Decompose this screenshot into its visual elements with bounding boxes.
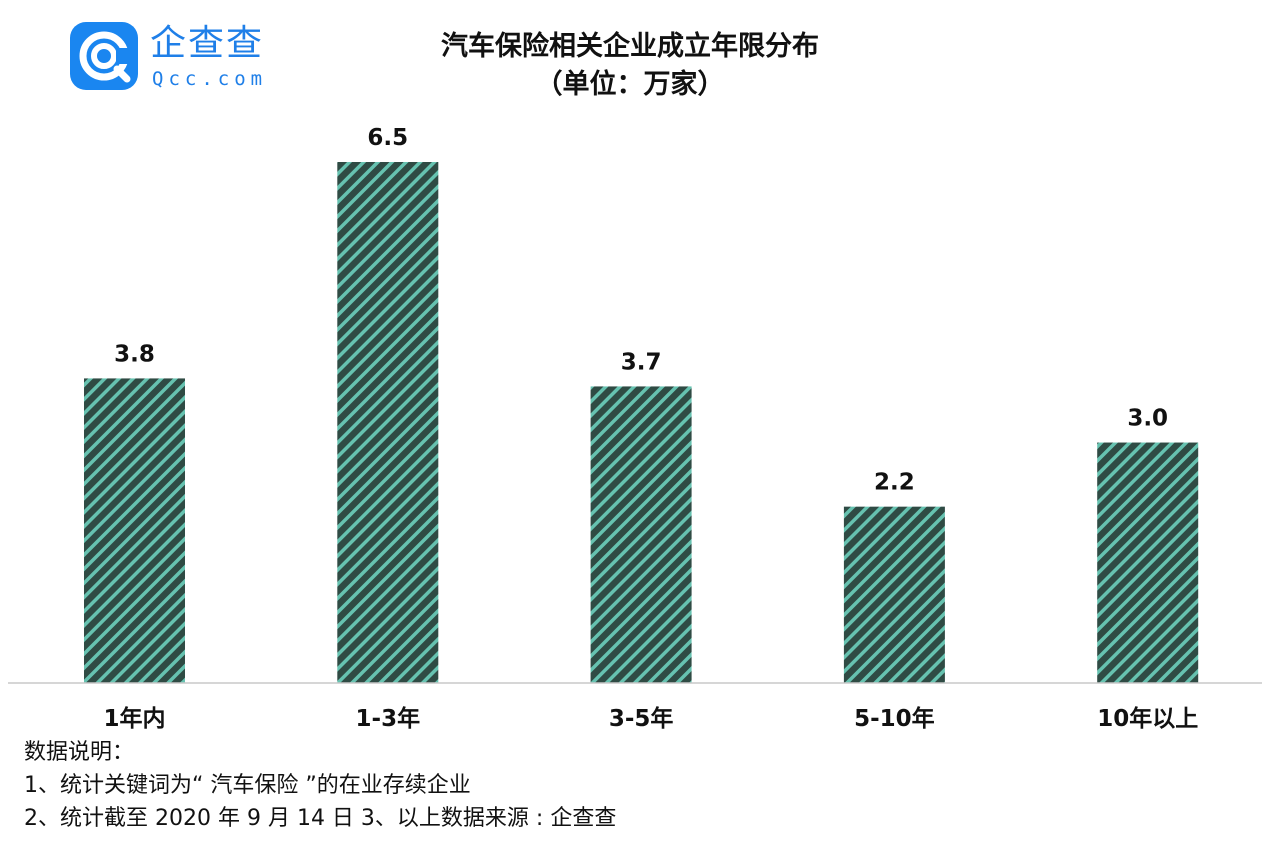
brand-domain: Qcc.com (152, 68, 268, 90)
value-label-3: 3.7 (621, 349, 662, 375)
category-label-1: 1年内 (103, 705, 165, 732)
brand-name: 企查查 (150, 23, 265, 64)
category-label-4: 5-10年 (854, 705, 935, 732)
value-label-1: 3.8 (114, 341, 155, 367)
chart-title: 汽车保险相关企业成立年限分布 (441, 31, 819, 62)
notes-line-1: 1、统计关键词为“ 汽车保险 ”的在业存续企业 (24, 773, 471, 798)
bar-4 (843, 506, 945, 683)
bar-2 (337, 162, 439, 683)
bar-5 (1097, 442, 1199, 683)
notes-line-2: 2、统计截至 2020 年 9 月 14 日 3、以上数据来源 : 企查查 (24, 806, 617, 831)
qcc-logo: 企查查 Qcc.com (70, 22, 280, 92)
category-label-5: 10年以上 (1097, 705, 1198, 732)
bar-3 (590, 386, 692, 683)
bar-1 (84, 378, 185, 683)
value-label-4: 2.2 (874, 470, 915, 496)
value-label-2: 6.5 (367, 125, 408, 151)
category-label-2: 1-3年 (356, 705, 421, 732)
qcc-logo-icon (70, 22, 138, 90)
chart-subtitle: （单位：万家） (535, 69, 725, 100)
notes-heading: 数据说明： (24, 740, 135, 765)
category-label-3: 3-5年 (609, 705, 674, 732)
value-label-5: 3.0 (1127, 406, 1168, 432)
data-notes: 数据说明： 1、统计关键词为“ 汽车保险 ”的在业存续企业 2、统计截至 202… (24, 736, 616, 835)
